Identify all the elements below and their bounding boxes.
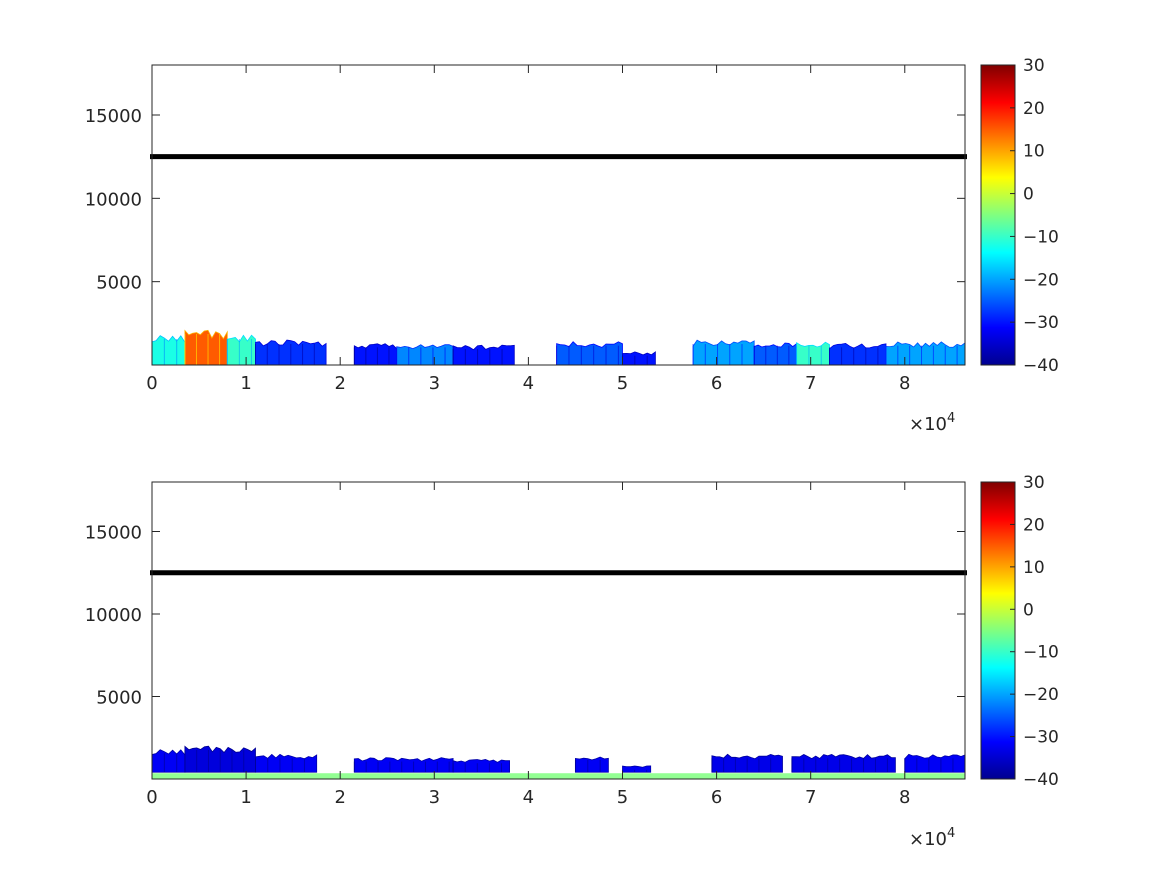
- colorbar-tick-label: 10: [1023, 558, 1045, 578]
- x-tick-label: 6: [711, 373, 722, 394]
- bottom-panel: 0 1 2 3 4 5 6 7 8 ×104 5000 10000 15000 −40 −30 −20 −10 0…: [85, 473, 1059, 850]
- data-segment: [353, 757, 454, 773]
- y-tick-label: 10000: [85, 189, 142, 210]
- plot-area: [152, 65, 965, 365]
- colorbar-tick-label: 20: [1023, 99, 1045, 119]
- colorbar-tick-label: −30: [1023, 728, 1059, 748]
- data-segment: [184, 329, 228, 365]
- x-tick-label: 3: [429, 373, 440, 394]
- colorbar: [980, 481, 1016, 780]
- colorbar-tick-label: −40: [1023, 770, 1059, 790]
- colorbar-tick-label: −40: [1023, 356, 1059, 376]
- axes-box: [151, 64, 966, 366]
- colorbar-tick-label: 20: [1023, 515, 1045, 535]
- axes-box: [151, 481, 966, 780]
- data-segment: [692, 339, 755, 365]
- data-segment: [829, 342, 887, 365]
- colorbar-tick-label: 10: [1023, 142, 1045, 162]
- colorbar-tick-label: 30: [1023, 56, 1045, 76]
- x-tick-label: 0: [146, 787, 157, 808]
- x-exponent-label: ×104: [909, 826, 955, 850]
- colorbar-tick-label: −10: [1023, 227, 1059, 247]
- x-tick-label: 7: [805, 373, 816, 394]
- data-segment: [255, 753, 318, 773]
- x-tick-label: 1: [240, 373, 251, 394]
- x-tick-label: 2: [334, 373, 345, 394]
- surface-band: [152, 773, 965, 779]
- x-tick-label: 8: [899, 373, 910, 394]
- data-segment: [622, 765, 652, 773]
- x-tick-label: 6: [711, 787, 722, 808]
- data-segment: [904, 753, 965, 773]
- y-tick-label: 15000: [85, 523, 142, 544]
- data-segment: [452, 758, 511, 773]
- data-segment: [796, 341, 830, 365]
- top-panel: 0 1 2 3 4 5 6 7 8 ×104 5000 10000 15000 −40 −30 −20 −10 0…: [85, 56, 1059, 435]
- x-tick-label: 8: [899, 787, 910, 808]
- data-segment: [791, 753, 896, 773]
- colorbar-tick-label: 30: [1023, 473, 1045, 493]
- y-tick-label: 5000: [96, 273, 142, 294]
- data-segment: [396, 344, 454, 365]
- colorbar-tick-label: −20: [1023, 685, 1059, 705]
- colorbar-tick-label: 0: [1023, 600, 1034, 620]
- x-tick-label: 5: [617, 373, 628, 394]
- y-tick-label: 15000: [85, 106, 142, 127]
- colorbar: [980, 64, 1016, 366]
- data-segment: [452, 344, 515, 365]
- x-tick-label: 0: [146, 373, 157, 394]
- colorbar-tick-label: −10: [1023, 643, 1059, 663]
- colorbar-tick-label: 0: [1023, 185, 1034, 205]
- x-tick-label: 4: [523, 787, 534, 808]
- data-segment: [753, 342, 797, 365]
- plot-area: [152, 482, 965, 779]
- x-exponent-label: ×104: [909, 411, 955, 435]
- x-tick-label: 7: [805, 787, 816, 808]
- data-segment: [353, 343, 398, 365]
- data-layer: [152, 745, 965, 779]
- x-tick-label: 5: [617, 787, 628, 808]
- x-tick-label: 3: [429, 787, 440, 808]
- y-tick-label: 5000: [96, 688, 142, 709]
- x-tick-label: 2: [334, 787, 345, 808]
- colorbar-tick-label: −20: [1023, 270, 1059, 290]
- x-tick-label: 4: [523, 373, 534, 394]
- data-segment: [556, 341, 623, 365]
- colorbar-tick-label: −30: [1023, 313, 1059, 333]
- x-tick-label: 1: [240, 787, 251, 808]
- data-layer: [152, 329, 965, 365]
- y-tick-label: 10000: [85, 605, 142, 626]
